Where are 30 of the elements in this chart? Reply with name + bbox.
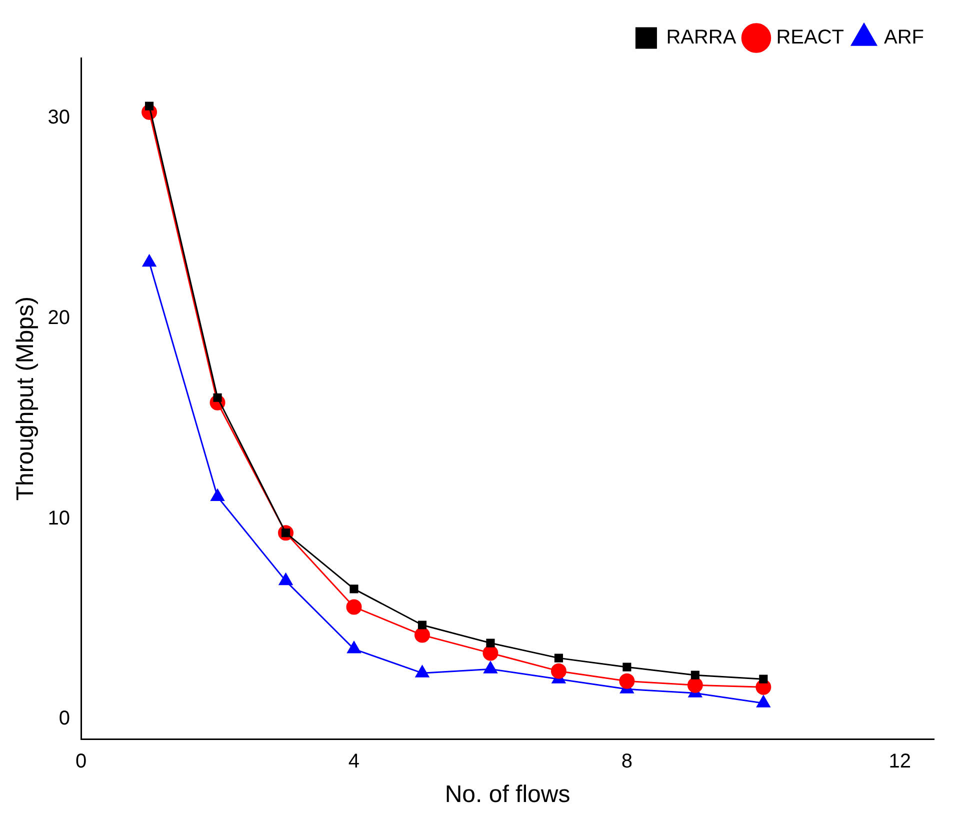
point: [144, 102, 154, 110]
point: [550, 663, 566, 679]
legend-label: RARRA: [666, 26, 737, 49]
y-axis-title: Throughput (Mbps): [12, 296, 40, 501]
y-tick-label: 30: [48, 106, 70, 129]
point: [346, 599, 362, 615]
point: [414, 627, 430, 643]
y-tick-label: 0: [58, 708, 70, 730]
legend-label: REACT: [776, 26, 844, 49]
point: [554, 654, 563, 662]
y-tick-label: 10: [48, 507, 70, 530]
point: [486, 638, 495, 648]
x-tick-label: 4: [348, 750, 360, 773]
x-tick-label: 12: [888, 750, 912, 773]
point: [350, 584, 358, 594]
y-tick-label: 20: [48, 306, 70, 329]
point: [690, 670, 700, 680]
point: [759, 674, 768, 684]
point: [142, 254, 156, 267]
point: [213, 393, 222, 402]
point: [482, 645, 498, 661]
point: [622, 662, 632, 672]
point: [210, 489, 224, 502]
point: [418, 620, 427, 630]
x-tick-label: 0: [75, 750, 87, 773]
x-tick-label: 8: [621, 750, 632, 773]
point: [687, 677, 703, 693]
x-axis-title: No. of flows: [444, 781, 570, 808]
point: [619, 673, 635, 689]
legend-label: ARF: [884, 26, 924, 49]
